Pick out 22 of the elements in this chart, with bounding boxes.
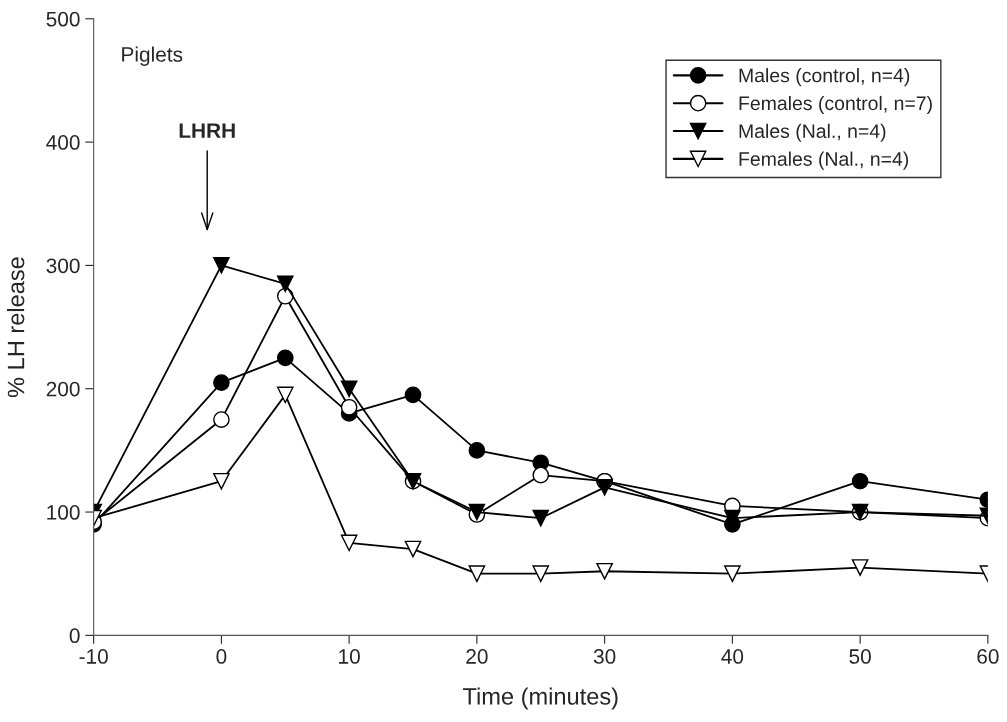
annotation: LHRH	[179, 123, 235, 138]
y-tick-label: 300	[46, 258, 80, 274]
x-tick-label: 50	[849, 649, 871, 664]
y-tick-label: 500	[46, 11, 80, 27]
y-axis-title: % LH release	[7, 257, 25, 398]
x-tick-label: 0	[216, 649, 227, 664]
legend-label: Males (control, n=4)	[739, 68, 910, 87]
x-tick-label: 20	[466, 649, 488, 664]
x-tick-label: 10	[339, 649, 360, 664]
x-axis-title: Time (minutes)	[463, 687, 618, 710]
legend-label: Males (Nal., n=4)	[739, 123, 886, 142]
x-tick-label: 60	[977, 649, 999, 664]
x-tick-label: 30	[593, 649, 616, 664]
annotation: Piglets	[122, 46, 183, 66]
legend-label: Females (control, n=7)	[739, 95, 932, 115]
x-tick-label: 40	[721, 649, 744, 664]
y-tick-label: 100	[47, 505, 80, 520]
legend-label: Females (Nal., n=4)	[739, 151, 909, 170]
y-tick-label: 0	[69, 628, 80, 644]
x-tick-label: -10	[79, 649, 108, 664]
y-tick-label: 200	[46, 381, 80, 397]
y-tick-label: 400	[46, 135, 80, 150]
